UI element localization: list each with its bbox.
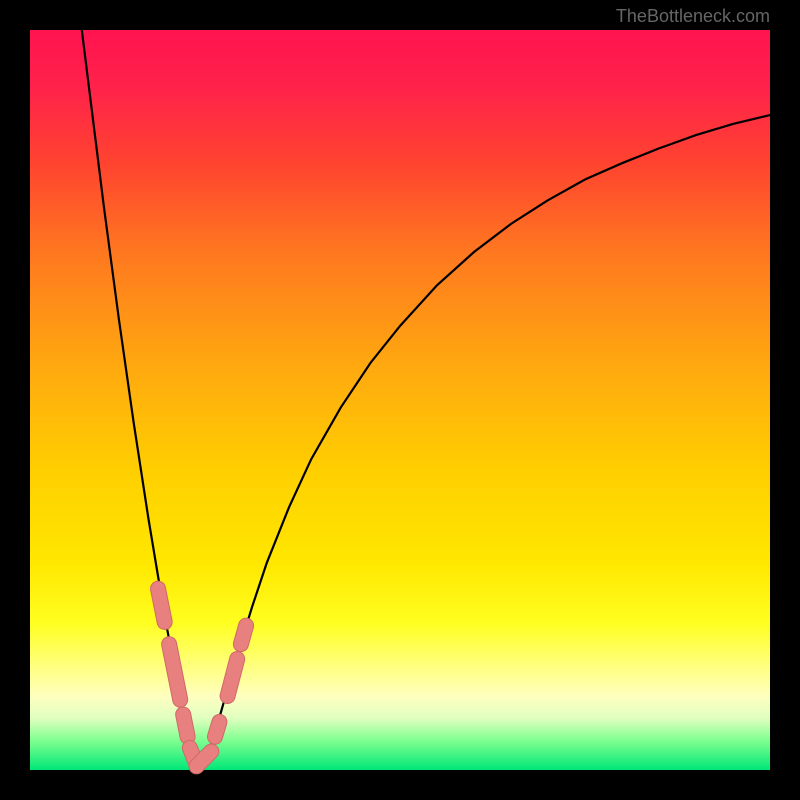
marker-pill	[215, 722, 219, 737]
left-curve	[82, 30, 200, 766]
marker-pill	[158, 589, 165, 622]
curve-layer	[30, 30, 770, 770]
marker-pill	[183, 715, 187, 737]
right-curve	[200, 115, 770, 766]
marker-group	[158, 589, 246, 767]
marker-pill	[241, 626, 246, 645]
chart-container: TheBottleneck.com	[0, 0, 800, 800]
marker-pill	[228, 659, 238, 696]
plot-area	[30, 30, 770, 770]
watermark-text: TheBottleneck.com	[616, 6, 770, 27]
